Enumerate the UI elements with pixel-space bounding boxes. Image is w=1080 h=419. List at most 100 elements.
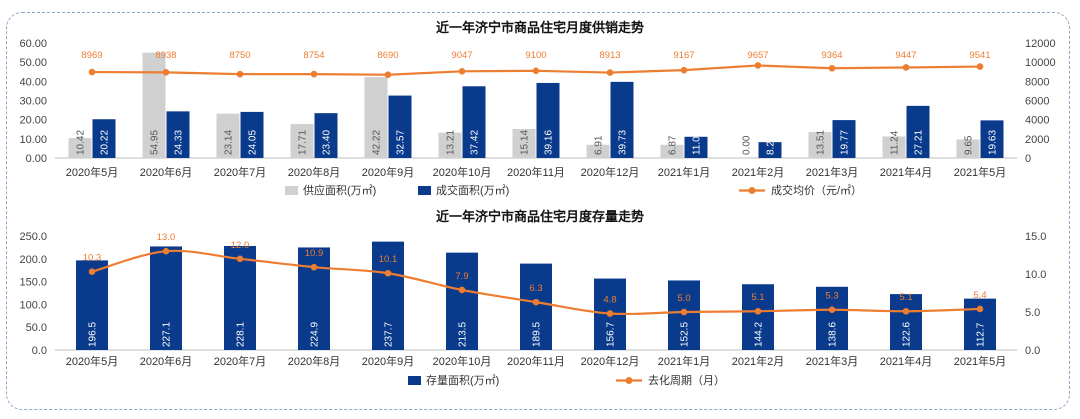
bar-data-label: 152.5 xyxy=(680,322,691,347)
bar-stock xyxy=(742,284,774,350)
y-right-tick-label: 8000 xyxy=(1025,76,1049,88)
bar-data-label: 237.7 xyxy=(384,322,395,347)
bar-data-label: 20.22 xyxy=(100,130,111,155)
line-point xyxy=(828,306,836,314)
legend-label: 成交均价（元/㎡） xyxy=(771,183,862,197)
bar-data-label: 17.71 xyxy=(298,130,309,155)
y-left-tick-label: 40.00 xyxy=(19,76,47,88)
legend-label: 成交面积(万㎡) xyxy=(436,183,509,197)
bar-supply xyxy=(586,144,610,158)
bar-supply xyxy=(512,128,536,158)
bar-data-label: 156.7 xyxy=(606,322,617,347)
y-left-tick-label: 60.00 xyxy=(19,38,47,50)
x-tick-label: 2020年5月 xyxy=(66,354,119,368)
bar-supply xyxy=(808,132,832,158)
line-data-label: 9167 xyxy=(673,50,694,61)
line-point xyxy=(606,310,614,317)
bar-data-label: 144.2 xyxy=(754,322,765,347)
bar-data-label: 8.27 xyxy=(766,135,777,155)
bar-data-label: 213.5 xyxy=(458,322,469,347)
line-data-label: 10.1 xyxy=(379,254,398,265)
x-tick-label: 2021年4月 xyxy=(880,165,933,179)
y-right-tick-label: 10.0 xyxy=(1025,269,1046,281)
y-left-tick-label: 200.0 xyxy=(19,254,47,266)
line-point xyxy=(754,307,762,315)
line-point xyxy=(384,71,392,79)
y-right-tick-label: 0.0 xyxy=(1025,345,1040,357)
bar-deal xyxy=(92,119,116,158)
bar-supply xyxy=(660,144,684,158)
line-data-label: 8913 xyxy=(599,50,620,61)
line-data-label: 8938 xyxy=(155,50,176,61)
x-tick-label: 2020年9月 xyxy=(362,354,415,368)
y-right-tick-label: 0 xyxy=(1025,153,1031,165)
y-left-tick-label: 100.0 xyxy=(19,299,47,311)
y-left-tick-label: 50.0 xyxy=(26,322,47,334)
x-tick-label: 2020年9月 xyxy=(362,165,415,179)
bar-data-label: 23.40 xyxy=(322,130,333,155)
bar-data-label: 54.95 xyxy=(150,130,161,155)
line-point xyxy=(310,70,318,78)
bar-data-label: 6.87 xyxy=(668,135,679,155)
bar-deal xyxy=(610,81,634,158)
bar-data-label: 189.5 xyxy=(532,322,543,347)
bar-data-label: 24.33 xyxy=(174,130,185,155)
y-left-tick-label: 20.00 xyxy=(19,115,47,127)
line-data-label: 12.0 xyxy=(231,240,250,251)
line-data-label: 9100 xyxy=(525,50,546,61)
bar-data-label: 11.24 xyxy=(890,130,901,155)
bar-data-label: 27.21 xyxy=(914,130,925,155)
chart-title: 近一年济宁市商品住宅月度存量走势 xyxy=(436,209,644,224)
legend-label: 存量面积(万㎡) xyxy=(426,373,499,387)
x-tick-label: 2020年5月 xyxy=(66,165,119,179)
line-point xyxy=(532,67,540,75)
line-point xyxy=(88,268,96,276)
bar-supply xyxy=(956,139,980,158)
line-data-label: 10.3 xyxy=(83,253,102,264)
bar-data-label: 9.65 xyxy=(964,135,975,155)
x-tick-label: 2021年3月 xyxy=(806,165,859,179)
x-tick-label: 2021年5月 xyxy=(954,165,1007,179)
bar-deal xyxy=(166,111,190,158)
x-tick-label: 2021年2月 xyxy=(732,354,785,368)
line-point xyxy=(162,69,170,76)
y-left-tick-label: 0.00 xyxy=(26,153,47,165)
y-right-tick-label: 2000 xyxy=(1025,134,1049,146)
bar-data-label: 227.1 xyxy=(162,322,173,347)
x-tick-label: 2020年10月 xyxy=(433,165,492,179)
bar-data-label: 122.6 xyxy=(902,322,913,347)
bar-data-label: 19.77 xyxy=(840,130,851,155)
bar-stock xyxy=(890,294,922,350)
x-tick-label: 2020年12月 xyxy=(581,354,640,368)
bar-stock xyxy=(446,252,478,350)
line-data-label: 4.8 xyxy=(603,295,616,306)
line-point xyxy=(976,63,984,70)
line-point xyxy=(680,66,688,74)
legend-label: 供应面积(万㎡) xyxy=(303,183,376,197)
y-right-tick-label: 15.0 xyxy=(1025,231,1046,243)
x-tick-label: 2020年11月 xyxy=(507,354,565,368)
bar-supply xyxy=(438,132,462,158)
bar-deal xyxy=(240,111,264,158)
bar-data-label: 15.14 xyxy=(520,130,531,155)
bar-data-label: 32.57 xyxy=(396,130,407,155)
bar-data-label: 23.14 xyxy=(224,130,235,155)
x-tick-label: 2021年2月 xyxy=(732,165,785,179)
bar-deal xyxy=(314,113,338,158)
line-point xyxy=(754,62,762,69)
line-point xyxy=(532,298,540,306)
line-data-label: 5.1 xyxy=(899,292,912,303)
line-data-label: 9447 xyxy=(895,50,916,61)
x-tick-label: 2021年3月 xyxy=(806,354,859,368)
bar-supply xyxy=(290,124,314,158)
line-data-label: 13.0 xyxy=(157,232,176,243)
bar-data-label: 13.51 xyxy=(816,130,827,155)
chart-title: 近一年济宁市商品住宅月度供销走势 xyxy=(436,20,644,35)
bar-supply xyxy=(882,136,906,158)
line-point xyxy=(310,263,318,271)
y-left-tick-label: 150.0 xyxy=(19,277,47,289)
x-tick-label: 2021年1月 xyxy=(658,354,711,368)
line-point xyxy=(458,67,466,75)
bar-data-label: 196.5 xyxy=(88,322,99,347)
